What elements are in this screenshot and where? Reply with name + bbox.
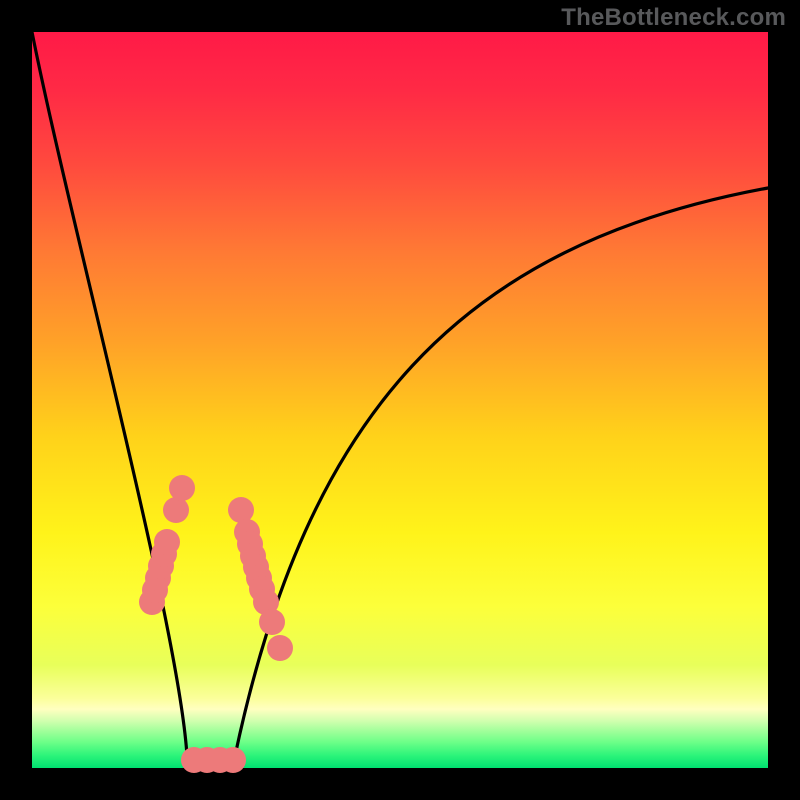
watermark-text: TheBottleneck.com [561,4,786,32]
curve-marker [169,475,195,501]
curve-marker [220,747,246,773]
curve-marker [154,529,180,555]
curve-marker [259,609,285,635]
curve-marker [267,635,293,661]
curve-marker [163,497,189,523]
bottleneck-chart [0,0,800,800]
plot-background [32,32,768,768]
curve-marker [228,497,254,523]
